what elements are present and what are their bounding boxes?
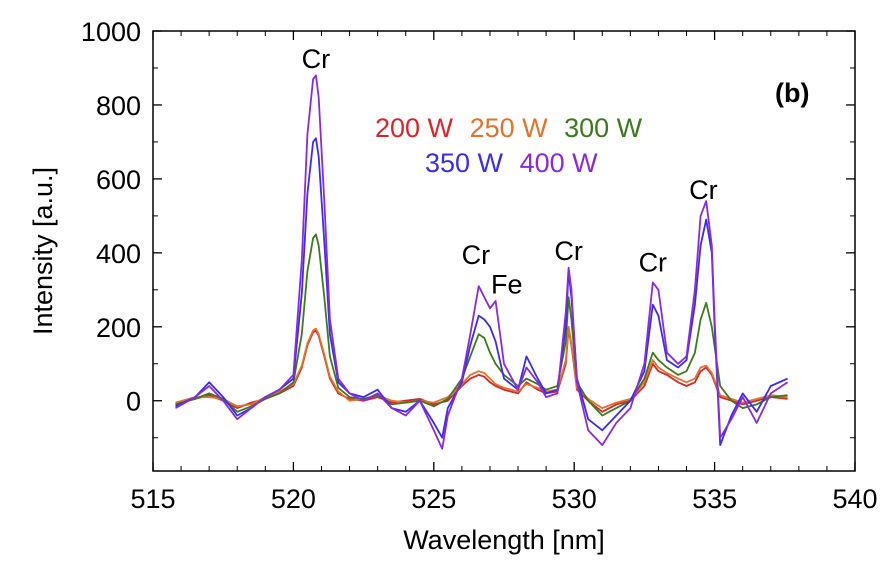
- y-tick-label: 1000: [81, 17, 141, 47]
- legend-line-1: 200 W 250 W 300 W: [375, 113, 643, 143]
- legend-entry-200w: 200 W: [375, 113, 454, 143]
- panel-label: (b): [775, 78, 809, 108]
- x-tick-label: 515: [130, 484, 175, 514]
- peak-label-cr: Cr: [689, 175, 718, 205]
- x-tick-label: 535: [692, 484, 737, 514]
- x-tick-label: 520: [271, 484, 316, 514]
- y-tick-labels: 0 200 400 600 800 1000: [81, 17, 141, 417]
- y-tick-label: 600: [96, 165, 141, 195]
- legend-line-2: 350 W 400 W: [425, 148, 598, 178]
- series-line-250w: [175, 325, 788, 409]
- ticks-layer: [152, 30, 856, 471]
- y-tick-label: 0: [126, 387, 141, 417]
- plot-frame: [152, 30, 856, 472]
- legend: 200 W 250 W 300 W 350 W 400 W: [375, 113, 643, 178]
- series-line-300w: [175, 233, 788, 417]
- y-tick-label: 200: [96, 313, 141, 343]
- series-line-350w: [175, 137, 788, 446]
- y-tick-label: 800: [96, 91, 141, 121]
- legend-entry-350w: 350 W: [425, 148, 504, 178]
- x-tick-label: 525: [411, 484, 456, 514]
- peak-label-cr: Cr: [554, 236, 583, 266]
- peak-label-cr: Cr: [302, 44, 331, 74]
- series-line-200w: [175, 327, 788, 413]
- x-tick-labels: 515 520 525 530 535 540: [130, 484, 877, 514]
- peak-label-cr: Cr: [639, 247, 668, 277]
- peak-label-cr: Cr: [462, 240, 491, 270]
- y-tick-label: 400: [96, 239, 141, 269]
- legend-entry-400w: 400 W: [520, 148, 599, 178]
- legend-entry-250w: 250 W: [470, 113, 549, 143]
- series-line-400w: [175, 74, 789, 450]
- x-axis-title: Wavelength [nm]: [403, 525, 605, 555]
- x-tick-label: 540: [832, 484, 877, 514]
- peak-label-fe: Fe: [491, 270, 523, 300]
- y-axis-title: Intensity [a.u.]: [28, 167, 58, 335]
- legend-entry-300w: 300 W: [564, 113, 643, 143]
- x-tick-label: 530: [552, 484, 597, 514]
- series-layer: [175, 74, 789, 450]
